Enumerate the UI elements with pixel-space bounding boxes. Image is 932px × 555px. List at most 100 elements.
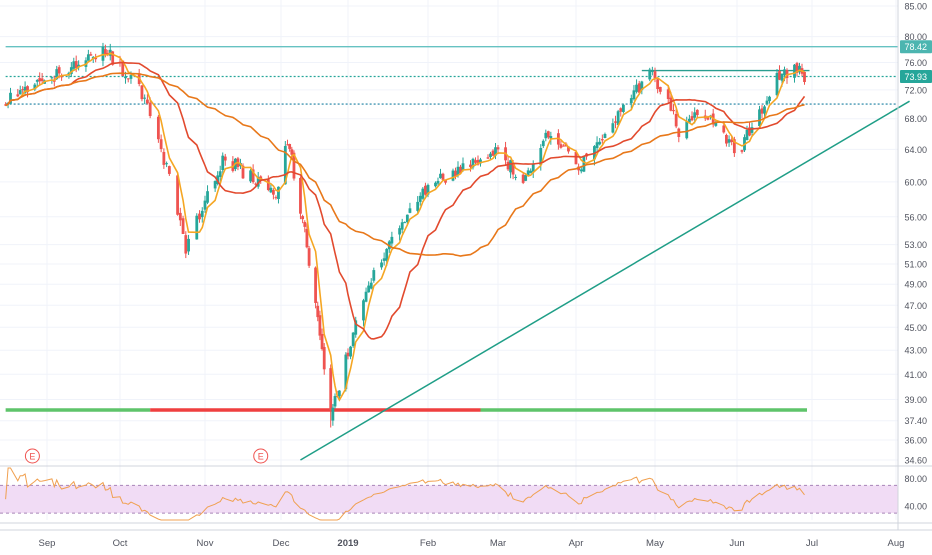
candle bbox=[444, 179, 447, 183]
candle bbox=[305, 228, 309, 248]
candle bbox=[456, 166, 460, 176]
candle bbox=[86, 54, 90, 61]
time-tick-label: Aug bbox=[888, 538, 905, 549]
earnings-marker bbox=[253, 448, 269, 464]
candle bbox=[489, 153, 492, 157]
candle bbox=[89, 54, 93, 56]
candle bbox=[405, 214, 409, 223]
candle bbox=[511, 162, 515, 175]
candle bbox=[256, 177, 260, 187]
candle bbox=[398, 228, 402, 235]
price-badge bbox=[900, 69, 932, 83]
candle bbox=[750, 127, 754, 133]
time-tick-label: Apr bbox=[569, 538, 584, 549]
candle bbox=[714, 122, 718, 126]
time-tick-label: May bbox=[646, 538, 664, 549]
candle bbox=[616, 111, 620, 126]
candle bbox=[277, 186, 280, 199]
candle bbox=[521, 174, 525, 183]
candle bbox=[143, 97, 147, 99]
candle bbox=[124, 76, 127, 79]
candle bbox=[126, 78, 130, 80]
trendline bbox=[300, 100, 910, 461]
time-tick-label: Dec bbox=[273, 538, 290, 549]
candle bbox=[331, 407, 335, 421]
candle bbox=[322, 346, 326, 370]
candle bbox=[582, 155, 586, 172]
time-tick-label: 2019 bbox=[337, 538, 358, 549]
candle bbox=[541, 140, 545, 147]
candle bbox=[203, 200, 207, 210]
candle bbox=[200, 210, 204, 218]
candle bbox=[148, 102, 152, 117]
candle bbox=[283, 146, 287, 185]
candle bbox=[727, 139, 731, 143]
time-tick-label: Sep bbox=[39, 538, 56, 549]
candle bbox=[780, 73, 784, 81]
time-tick-label: Nov bbox=[197, 538, 214, 549]
candle bbox=[346, 352, 350, 357]
candle bbox=[16, 94, 20, 97]
candle bbox=[436, 180, 440, 184]
candle bbox=[706, 116, 710, 120]
candle bbox=[722, 125, 726, 133]
price-tick-label: 80.00 bbox=[904, 32, 927, 42]
candle bbox=[307, 248, 311, 266]
candle bbox=[454, 170, 457, 177]
candle bbox=[162, 151, 166, 165]
candle bbox=[775, 72, 779, 96]
candle bbox=[329, 368, 333, 411]
candle bbox=[730, 139, 734, 143]
candle bbox=[798, 65, 801, 73]
candle bbox=[424, 185, 427, 195]
candle bbox=[286, 144, 289, 146]
candle bbox=[559, 144, 563, 148]
candle bbox=[526, 170, 530, 176]
candle bbox=[140, 85, 144, 100]
candle bbox=[94, 57, 98, 60]
candle bbox=[349, 346, 352, 357]
candle bbox=[451, 170, 455, 181]
candle bbox=[178, 212, 182, 221]
candle bbox=[434, 182, 437, 187]
candle bbox=[35, 80, 39, 82]
candle bbox=[426, 184, 430, 195]
candle bbox=[33, 84, 37, 90]
candle bbox=[380, 262, 383, 268]
candle bbox=[337, 390, 341, 397]
candle bbox=[494, 147, 497, 156]
candle bbox=[303, 222, 307, 227]
candle bbox=[509, 160, 512, 173]
candle bbox=[213, 181, 217, 189]
candle bbox=[314, 267, 317, 303]
candle bbox=[111, 51, 115, 65]
candle bbox=[640, 81, 644, 91]
candle bbox=[416, 201, 420, 211]
rsi-line bbox=[5, 467, 805, 521]
time-tick-label: Jun bbox=[729, 538, 744, 549]
grid bbox=[0, 0, 898, 520]
price-tick-label: 41.00 bbox=[904, 370, 927, 380]
candle bbox=[344, 354, 348, 390]
candle bbox=[390, 236, 394, 244]
candle bbox=[778, 71, 781, 80]
candle bbox=[50, 77, 54, 79]
candle bbox=[221, 155, 225, 171]
candle bbox=[439, 173, 442, 179]
candle bbox=[637, 83, 641, 93]
candle bbox=[611, 123, 615, 133]
candle bbox=[266, 179, 270, 190]
candle bbox=[562, 145, 565, 147]
candle bbox=[364, 291, 368, 302]
candle bbox=[121, 60, 125, 76]
candle bbox=[146, 99, 149, 104]
candle bbox=[672, 110, 675, 112]
rsi-tick-label: 80.00 bbox=[904, 474, 927, 484]
candle bbox=[693, 112, 697, 118]
candle bbox=[418, 195, 422, 202]
candle bbox=[176, 175, 179, 215]
candle bbox=[795, 63, 799, 73]
price-tick-label: 72.00 bbox=[904, 85, 927, 95]
price-tick-label: 45.00 bbox=[904, 323, 927, 333]
